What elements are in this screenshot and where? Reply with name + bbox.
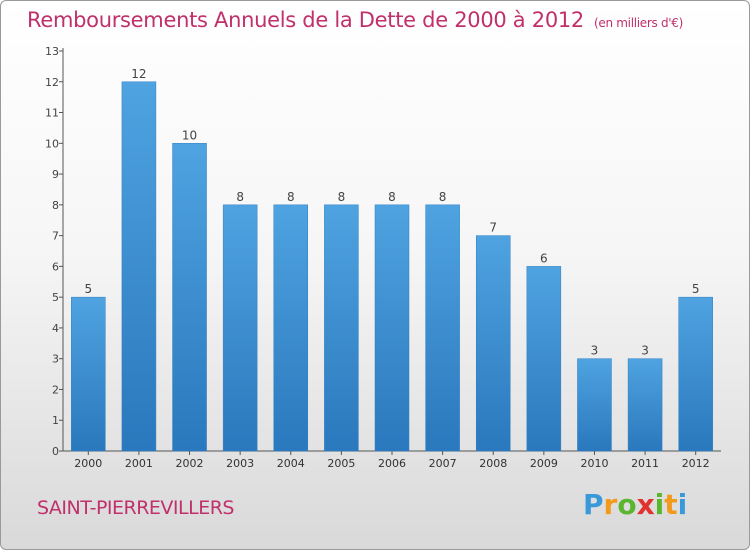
town-name: SAINT-PIERREVILLERS <box>37 497 234 519</box>
bar-value-label: 7 <box>489 221 497 235</box>
bar-value-label: 3 <box>641 344 649 358</box>
bar-2009 <box>526 266 562 452</box>
chart-title: Remboursements Annuels de la Dette de 20… <box>27 8 683 32</box>
bar-value-label: 5 <box>692 282 700 296</box>
bar-value-label: 3 <box>591 344 599 358</box>
bar-2008 <box>475 235 511 452</box>
x-tick-label: 2011 <box>631 457 659 470</box>
bar-2005 <box>324 204 359 452</box>
chart-title-text: Remboursements Annuels de la Dette de 20… <box>27 8 584 32</box>
x-tick-label: 2008 <box>479 457 507 470</box>
logo-letter: i <box>677 488 688 521</box>
bar-value-label: 8 <box>236 190 244 204</box>
y-tick-label: 0 <box>52 445 59 458</box>
bar-value-label: 6 <box>540 251 548 265</box>
x-tick-label: 2009 <box>530 457 558 470</box>
bar-2006 <box>374 204 410 452</box>
x-tick-label: 2005 <box>327 457 355 470</box>
y-tick-label: 3 <box>52 353 59 366</box>
bar-2007 <box>425 204 460 452</box>
logo-letter: o <box>617 488 637 521</box>
x-tick-label: 2001 <box>125 457 153 470</box>
x-tick-label: 2006 <box>378 457 406 470</box>
bar-value-label: 8 <box>388 190 396 204</box>
y-tick-label: 1 <box>52 414 59 427</box>
bar-2004 <box>273 204 309 452</box>
bar-2010 <box>577 358 612 452</box>
y-tick-label: 11 <box>45 107 59 120</box>
bar-value-label: 8 <box>439 190 447 204</box>
bar-2011 <box>627 358 663 452</box>
x-tick-label: 2003 <box>226 457 254 470</box>
bar-value-label: 8 <box>338 190 346 204</box>
bar-value-label: 5 <box>84 282 92 296</box>
logo-letter: i <box>654 488 665 521</box>
y-tick-label: 8 <box>52 199 59 212</box>
logo-letter: t <box>664 488 678 521</box>
chart-unit-label: (en milliers d'€) <box>594 16 684 30</box>
bar-value-label: 10 <box>182 128 197 142</box>
y-tick-label: 12 <box>45 76 59 89</box>
y-tick-label: 6 <box>52 260 59 273</box>
x-tick-label: 2007 <box>429 457 457 470</box>
x-tick-label: 2000 <box>74 457 102 470</box>
bar-2002 <box>172 143 207 452</box>
proxiti-logo[interactable]: Proxiti <box>583 488 687 521</box>
bar-2001 <box>121 81 157 452</box>
y-tick-label: 2 <box>52 383 59 396</box>
logo-letter: P <box>583 488 604 521</box>
x-tick-label: 2010 <box>580 457 608 470</box>
bar-2003 <box>222 204 258 452</box>
x-tick-label: 2012 <box>682 457 710 470</box>
bar-value-label: 12 <box>131 67 146 81</box>
bar-2000 <box>71 296 106 452</box>
y-tick-label: 10 <box>45 137 59 150</box>
logo-letter: x <box>636 488 655 521</box>
y-tick-label: 9 <box>52 168 59 181</box>
y-tick-label: 13 <box>45 45 59 58</box>
y-tick-label: 7 <box>52 230 59 243</box>
bar-value-label: 8 <box>287 190 295 204</box>
bar-2012 <box>678 296 713 452</box>
logo-letter: r <box>603 488 618 521</box>
x-tick-label: 2002 <box>176 457 204 470</box>
y-tick-label: 5 <box>52 291 59 304</box>
x-tick-label: 2004 <box>277 457 305 470</box>
y-tick-label: 4 <box>52 322 59 335</box>
